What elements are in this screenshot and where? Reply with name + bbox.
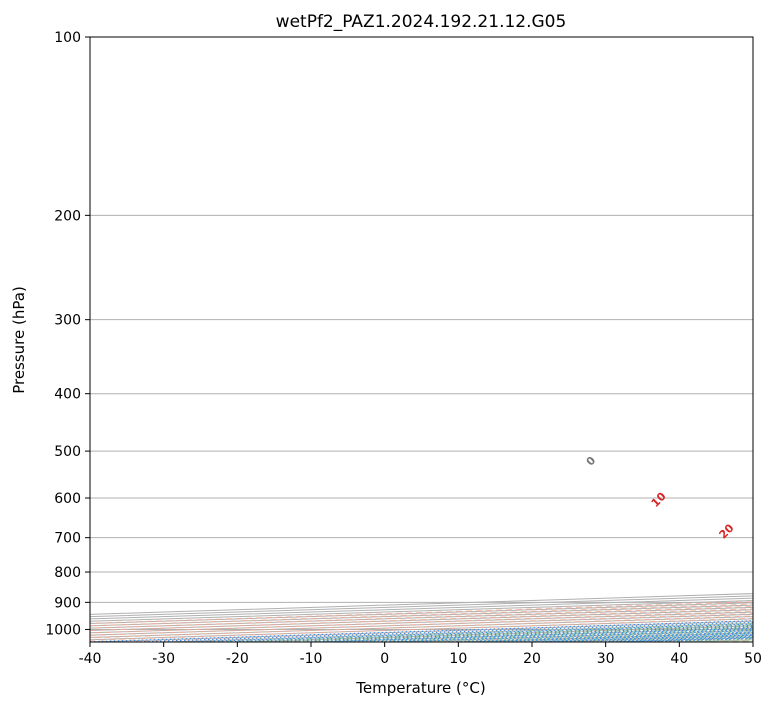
y-tick-label: 500 xyxy=(54,444,81,460)
x-tick-label: -20 xyxy=(226,651,249,667)
x-tick-label: 20 xyxy=(523,651,541,667)
x-tick-label: -40 xyxy=(79,651,102,667)
y-tick-label: 300 xyxy=(54,313,81,329)
y-tick-label: 100 xyxy=(54,30,81,46)
x-tick-label: 10 xyxy=(449,651,467,667)
y-tick-label: 900 xyxy=(54,595,81,611)
y-tick-label: 400 xyxy=(54,387,81,403)
y-tick-label: 600 xyxy=(54,491,81,507)
chart-title: wetPf2_PAZ1.2024.192.21.12.G05 xyxy=(276,12,567,32)
x-tick-label: 30 xyxy=(597,651,615,667)
x-axis-label: Temperature (°C) xyxy=(355,679,485,697)
y-tick-label: 800 xyxy=(54,565,81,581)
x-tick-label: 50 xyxy=(744,651,762,667)
x-tick-label: 0 xyxy=(380,651,389,667)
x-tick-label: -10 xyxy=(300,651,323,667)
y-tick-label: 200 xyxy=(54,208,81,224)
y-tick-label: 700 xyxy=(54,531,81,547)
x-tick-label: -30 xyxy=(152,651,175,667)
y-axis-label: Pressure (hPa) xyxy=(10,286,28,394)
x-tick-label: 40 xyxy=(670,651,688,667)
y-tick-label: 1000 xyxy=(45,622,81,638)
